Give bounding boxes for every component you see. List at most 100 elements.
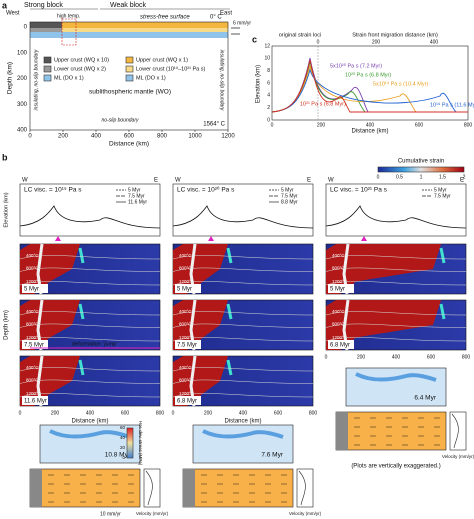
colorbar-tick: 0 <box>377 174 380 180</box>
y-tick-label: 8 <box>267 68 270 74</box>
strain-front <box>439 247 446 264</box>
isotherm <box>325 267 467 272</box>
x-tick-label: 400 <box>392 354 401 360</box>
lower-crust-strong <box>30 28 62 32</box>
isotherm-label: 1200°C <box>179 279 195 284</box>
legend-entry: 7.5 Myr <box>128 193 145 199</box>
time-label: 6.8 Myr <box>177 399 197 405</box>
time-label: 11.6 Myr <box>24 399 47 405</box>
strain-front <box>226 303 233 320</box>
y-tick-label: 0 <box>267 117 270 123</box>
tick-label: 200 <box>372 39 381 45</box>
legend-entry: 5 Myr <box>128 187 141 193</box>
y-tick-label: 400 <box>17 128 28 134</box>
y-tick-label: 12 <box>264 43 270 49</box>
strong-block <box>30 469 42 507</box>
time-label: 7.6 Myr <box>261 452 284 459</box>
x-tick-label: 400 <box>91 134 102 140</box>
isotherm <box>19 255 161 260</box>
isotherm <box>19 267 161 272</box>
note: (Plots are vertically exaggerated.) <box>351 464 440 470</box>
stress-colorbar <box>126 427 134 459</box>
x-tick-label: 400 <box>366 122 375 128</box>
x-tick-label: 0 <box>271 122 274 128</box>
x-tick-label: 600 <box>427 354 436 360</box>
legend-entry: 7.5 Myr <box>434 193 451 199</box>
time-box <box>175 284 201 293</box>
legend-entry: Upper crust (WQ x 1) <box>136 57 188 63</box>
time-label: 6.4 Myr <box>414 395 437 402</box>
isotherm-label: 400°C <box>332 309 345 314</box>
isotherm <box>172 267 314 272</box>
marker <box>208 236 214 241</box>
axis-label: Depth (km) <box>7 62 14 94</box>
tick-label: 400 <box>430 39 439 45</box>
annotation: 5x10²⁰ Pa s (7.2 Myr) <box>330 62 382 69</box>
annotation: sublithospheric mantle (WO) <box>89 89 171 96</box>
arrow <box>231 27 240 35</box>
isotherm <box>172 311 314 316</box>
legend-swatch <box>43 56 52 64</box>
x-tick-label: 200 <box>58 134 69 140</box>
elevation-plot <box>325 183 467 237</box>
colorbar-tick: 40 <box>120 435 126 440</box>
strain-front <box>78 247 85 264</box>
x-tick-label: 0 <box>325 354 328 360</box>
isotherm-label: 1200°C <box>26 391 42 396</box>
x-tick-label: 400 <box>239 410 248 416</box>
x-tick-label: 600 <box>415 122 424 128</box>
elevation-curve <box>325 205 467 229</box>
isotherm <box>325 281 467 286</box>
axis-label: Distance (km) <box>351 129 388 135</box>
isotherm <box>172 281 314 286</box>
column-title: LC visc. = 10²⁰ Pa s <box>177 186 235 194</box>
isotherm-label: 800°C <box>26 322 39 327</box>
elevation-curve <box>271 68 468 113</box>
velocity-curve <box>145 470 153 506</box>
isotherm <box>325 323 467 328</box>
legend-swatch <box>125 74 134 82</box>
isotherm-label: 1200°C <box>332 279 348 284</box>
annotation: deformation "jump" <box>72 341 119 347</box>
lower-crust-weak <box>62 28 228 32</box>
stress-map <box>345 367 447 407</box>
annotation: 10²⁰ Pa s (6.8 Myr) <box>345 71 391 78</box>
isotherm <box>19 393 161 398</box>
column-title: LC visc. = 10¹⁹ Pa s <box>24 187 82 194</box>
time-label: 7.5 Myr <box>24 343 44 349</box>
x-tick-label: 800 <box>462 354 471 360</box>
block-label: Weak block <box>110 2 147 9</box>
isotherm-label: 1200°C <box>179 391 195 396</box>
direction: W <box>175 178 181 184</box>
isotherm <box>19 379 161 384</box>
upper-crust-strong <box>30 22 62 28</box>
x-tick-label: 0 <box>28 134 32 140</box>
colorbar-tick: 1 <box>420 174 423 180</box>
x-tick-label: 800 <box>157 134 168 140</box>
stress-band <box>355 372 437 382</box>
velocity-map <box>335 411 447 451</box>
elevation-plot <box>19 183 161 237</box>
legend-swatch <box>125 56 134 64</box>
legend-swatch <box>43 65 52 73</box>
direction: E <box>460 178 464 184</box>
colorbar-tick: 20 <box>120 445 126 450</box>
legend-entry: 8.8 Myr <box>281 199 298 205</box>
annotation: 1564° C <box>203 122 225 128</box>
annotation: high temp. <box>57 13 80 19</box>
time-box <box>175 396 201 405</box>
isotherm <box>19 311 161 316</box>
isotherm <box>172 337 314 342</box>
column-title: LC visc. = 10²¹ Pa s <box>330 187 388 194</box>
colorbar-title: Hor. dev. stress (MPa) <box>138 421 143 466</box>
x-tick-label: 800 <box>156 410 165 416</box>
time-box <box>22 396 48 405</box>
time-label: 5 Myr <box>24 287 39 293</box>
legend-entry: 11.6 Myr <box>128 199 147 205</box>
time-box <box>22 284 48 293</box>
x-tick-label: 0 <box>172 410 175 416</box>
y-tick-label: 2 <box>267 105 270 111</box>
isotherm-label: 400°C <box>179 309 192 314</box>
time-box <box>328 284 354 293</box>
isotherm <box>172 379 314 384</box>
